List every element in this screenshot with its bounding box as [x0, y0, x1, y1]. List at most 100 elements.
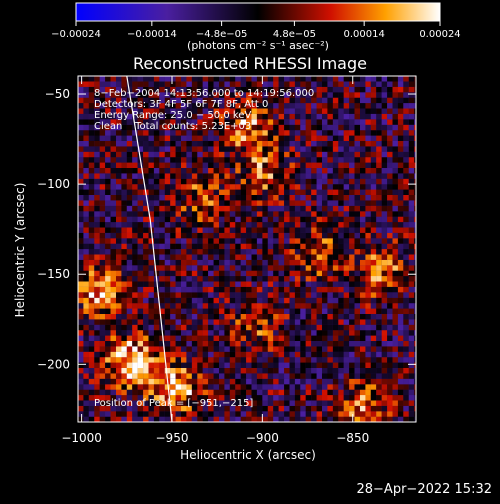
heatmap-cell: [143, 97, 149, 104]
heatmap-cell: [332, 92, 339, 98]
heatmap-cell: [153, 76, 160, 82]
heatmap-cell: [191, 411, 198, 417]
heatmap-cell: [148, 270, 154, 277]
heatmap-cell: [284, 232, 290, 239]
heatmap-cell: [105, 292, 111, 298]
heatmap-cell: [170, 184, 176, 190]
heatmap-cell: [197, 395, 203, 401]
heatmap-cell: [159, 178, 165, 185]
heatmap-cell: [370, 384, 377, 390]
heatmap-cell: [78, 200, 84, 206]
heatmap-cell: [78, 324, 84, 331]
heatmap-cell: [88, 286, 95, 293]
heatmap-cell: [164, 119, 171, 125]
heatmap-cell: [376, 130, 382, 136]
heatmap-cell: [88, 103, 95, 109]
heatmap-cell: [94, 113, 100, 120]
heatmap-cell: [273, 103, 279, 109]
heatmap-cell: [159, 151, 165, 158]
heatmap-cell: [99, 395, 106, 401]
heatmap-cell: [153, 205, 160, 212]
heatmap-cell: [78, 124, 84, 131]
heatmap-cell: [360, 140, 366, 147]
heatmap-cell: [381, 276, 388, 282]
heatmap-cell: [365, 146, 371, 152]
heatmap-cell: [88, 292, 95, 298]
heatmap-cell: [153, 286, 160, 293]
heatmap-cell: [414, 211, 416, 217]
heatmap-cell: [403, 340, 409, 347]
heatmap-cell: [273, 270, 279, 277]
heatmap-cell: [376, 286, 382, 293]
heatmap-cell: [224, 108, 230, 114]
heatmap-cell: [126, 395, 133, 401]
heatmap-cell: [370, 178, 377, 185]
heatmap-cell: [332, 113, 339, 120]
heatmap-cell: [365, 200, 371, 206]
heatmap-cell: [392, 313, 398, 320]
heatmap-cell: [132, 378, 138, 385]
heatmap-cell: [387, 108, 393, 114]
heatmap-cell: [246, 173, 252, 179]
heatmap-cell: [126, 146, 133, 152]
heatmap-cell: [148, 119, 154, 125]
heatmap-cell: [414, 389, 416, 396]
heatmap-cell: [354, 270, 360, 277]
heatmap-cell: [208, 378, 214, 385]
heatmap-cell: [403, 178, 409, 185]
heatmap-cell: [381, 384, 388, 390]
heatmap-cell: [186, 135, 192, 141]
heatmap-cell: [83, 86, 89, 93]
heatmap-cell: [376, 124, 382, 131]
heatmap-cell: [354, 227, 360, 233]
heatmap-cell: [414, 243, 416, 250]
heatmap-cell: [202, 254, 209, 260]
heatmap-cell: [94, 86, 100, 93]
heatmap-cell: [381, 313, 388, 320]
heatmap-cell: [197, 313, 203, 320]
heatmap-cell: [88, 162, 95, 168]
heatmap-cell: [235, 303, 241, 309]
heatmap-cell: [246, 151, 252, 158]
heatmap-cell: [327, 162, 333, 168]
heatmap-cell: [105, 319, 111, 325]
heatmap-cell: [370, 303, 377, 309]
heatmap-cell: [137, 357, 144, 363]
heatmap-cell: [240, 151, 247, 158]
heatmap-cell: [175, 194, 182, 201]
heatmap-cell: [164, 184, 171, 190]
heatmap-cell: [121, 76, 127, 82]
heatmap-cell: [262, 281, 268, 287]
heatmap-cell: [262, 238, 268, 244]
heatmap-cell: [284, 97, 290, 104]
heatmap-cell: [256, 303, 263, 309]
heatmap-cell: [105, 405, 111, 412]
heatmap-cell: [219, 92, 225, 98]
heatmap-cell: [235, 81, 241, 87]
heatmap-cell: [148, 357, 154, 363]
heatmap-cell: [316, 297, 323, 304]
heatmap-cell: [110, 400, 116, 406]
heatmap-cell: [414, 173, 416, 179]
heatmap-cell: [349, 200, 355, 206]
heatmap-cell: [240, 292, 247, 298]
heatmap-cell: [219, 173, 225, 179]
heatmap-cell: [284, 238, 290, 244]
heatmap-cell: [289, 330, 295, 336]
heatmap-cell: [343, 216, 350, 223]
heatmap-cell: [311, 405, 317, 412]
heatmap-cell: [175, 416, 182, 422]
heatmap-cell: [376, 384, 382, 390]
heatmap-cell: [289, 319, 295, 325]
heatmap-cell: [83, 211, 89, 217]
heatmap-cell: [273, 81, 279, 87]
heatmap-cell: [246, 395, 252, 401]
heatmap-cell: [262, 357, 268, 363]
heatmap-cell: [116, 216, 122, 223]
heatmap-cell: [376, 222, 382, 228]
heatmap-cell: [148, 200, 154, 206]
heatmap-cell: [327, 173, 333, 179]
heatmap-cell: [170, 243, 176, 250]
heatmap-cell: [381, 335, 388, 341]
heatmap-cell: [360, 184, 366, 190]
